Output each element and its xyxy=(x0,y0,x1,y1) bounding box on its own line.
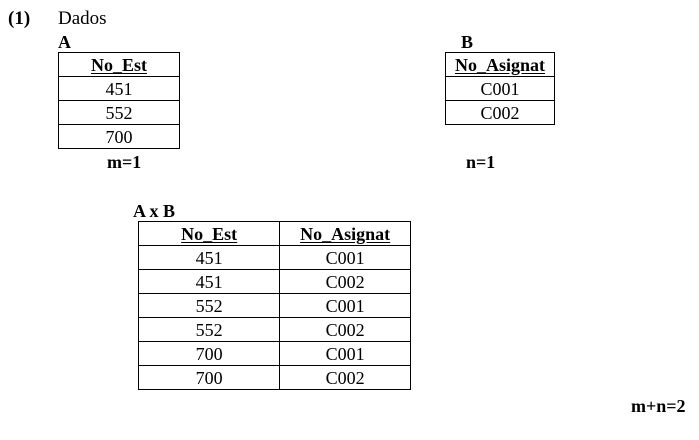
product-table: No_Est No_Asignat 451 C001 451 C002 552 … xyxy=(137,221,411,390)
table-row: 552 C001 xyxy=(137,293,411,318)
relation-b-header: No_Asignat xyxy=(445,52,555,77)
table-cell: 700 xyxy=(137,365,281,390)
relation-a-header: No_Est xyxy=(58,52,180,77)
table-row: C001 xyxy=(445,76,555,101)
table-cell: 451 xyxy=(137,245,281,270)
relation-b-table: No_Asignat C001 C002 xyxy=(445,52,555,125)
table-row: 451 xyxy=(58,76,180,101)
table-cell: 552 xyxy=(58,100,180,125)
product-header-no-asignat: No_Asignat xyxy=(279,221,411,246)
table-cell: C002 xyxy=(279,317,411,342)
table-cell: C002 xyxy=(279,269,411,294)
table-cell: C001 xyxy=(445,76,555,101)
table-row: 451 C001 xyxy=(137,245,411,270)
product-cardinality: m+n=2 xyxy=(631,396,686,416)
table-row: 552 C002 xyxy=(137,317,411,342)
table-row: 451 C002 xyxy=(137,269,411,294)
table-cell: 552 xyxy=(137,293,281,318)
table-cell: 451 xyxy=(137,269,281,294)
relation-b-cardinality: n=1 xyxy=(466,152,496,172)
product-header-no-est: No_Est xyxy=(137,221,281,246)
table-cell: 451 xyxy=(58,76,180,101)
table-cell: C002 xyxy=(279,365,411,390)
table-cell: 700 xyxy=(137,341,281,366)
table-cell: C001 xyxy=(279,341,411,366)
table-cell: C001 xyxy=(279,245,411,270)
product-name: A x B xyxy=(133,201,176,221)
relation-a-cardinality: m=1 xyxy=(107,152,142,172)
table-cell: C002 xyxy=(445,100,555,125)
table-row: 552 xyxy=(58,100,180,125)
table-row: C002 xyxy=(445,100,555,125)
table-row: 700 xyxy=(58,124,180,149)
item-number: (1) xyxy=(8,8,31,29)
table-row: 700 C001 xyxy=(137,341,411,366)
intro-text: Dados xyxy=(58,8,107,29)
table-cell: 552 xyxy=(137,317,281,342)
relation-a-table: No_Est 451 552 700 xyxy=(58,52,180,149)
table-row: 700 C002 xyxy=(137,365,411,390)
relation-a-name: A xyxy=(58,32,71,52)
table-cell: C001 xyxy=(279,293,411,318)
relation-b-name: B xyxy=(461,32,474,52)
table-cell: 700 xyxy=(58,124,180,149)
